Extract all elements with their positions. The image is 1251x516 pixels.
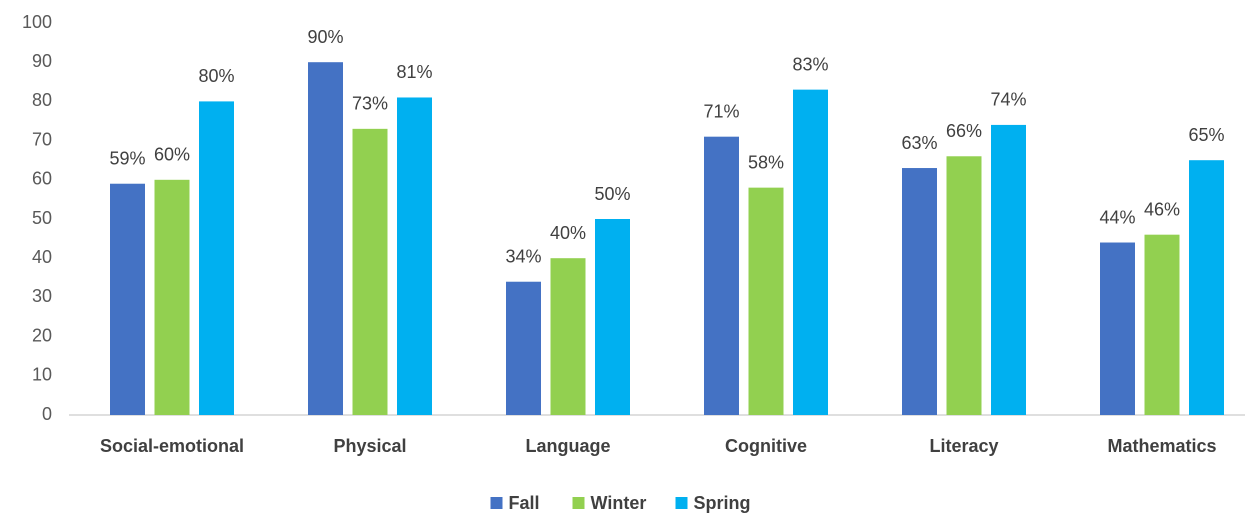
bar (748, 187, 784, 415)
bar (397, 97, 432, 415)
legend-label: Spring (694, 493, 751, 513)
bar (1100, 242, 1135, 415)
data-label: 74% (990, 90, 1026, 110)
legend-swatch (490, 497, 503, 509)
y-tick-label: 80 (32, 90, 52, 110)
data-label: 73% (352, 94, 388, 114)
data-label: 59% (109, 148, 145, 168)
bar (1144, 234, 1180, 415)
data-label: 65% (1188, 125, 1224, 145)
bar (199, 101, 234, 416)
bar (352, 128, 388, 415)
bar (550, 258, 586, 415)
y-tick-label: 100 (22, 12, 52, 32)
x-tick-label: Social-emotional (100, 436, 244, 456)
y-tick-label: 40 (32, 247, 52, 267)
bar (110, 183, 145, 415)
bar (991, 124, 1026, 416)
bar (595, 219, 630, 415)
bar (793, 89, 828, 415)
bar (704, 136, 739, 415)
data-label: 50% (594, 184, 630, 204)
data-label: 81% (396, 62, 432, 82)
bar (506, 281, 541, 415)
bar (1189, 160, 1224, 415)
data-label: 63% (901, 133, 937, 153)
legend-label: Winter (591, 493, 647, 513)
data-label: 80% (198, 66, 234, 86)
data-label: 34% (505, 246, 541, 266)
data-label: 40% (550, 223, 586, 243)
legend-swatch (572, 497, 585, 509)
legend-label: Fall (509, 493, 540, 513)
x-tick-label: Physical (333, 436, 406, 456)
y-tick-label: 50 (32, 208, 52, 228)
x-tick-label: Language (525, 436, 610, 456)
x-tick-label: Cognitive (725, 436, 807, 456)
y-tick-label: 70 (32, 129, 52, 149)
bar (308, 62, 343, 415)
y-tick-label: 30 (32, 286, 52, 306)
data-label: 58% (748, 152, 784, 172)
data-label: 66% (946, 121, 982, 141)
x-tick-label: Mathematics (1107, 436, 1216, 456)
y-tick-label: 60 (32, 169, 52, 189)
data-label: 44% (1099, 207, 1135, 227)
data-label: 71% (703, 101, 739, 121)
data-label: 60% (154, 145, 190, 165)
data-label: 90% (307, 27, 343, 47)
y-tick-label: 10 (32, 365, 52, 385)
data-label: 83% (792, 54, 828, 74)
y-tick-label: 20 (32, 325, 52, 345)
bar (902, 168, 937, 415)
y-tick-label: 0 (42, 404, 52, 424)
bar (154, 179, 190, 415)
data-label: 46% (1144, 199, 1180, 219)
y-tick-label: 90 (32, 51, 52, 71)
legend-swatch (675, 497, 688, 509)
bar (946, 156, 982, 415)
x-tick-label: Literacy (929, 436, 998, 456)
